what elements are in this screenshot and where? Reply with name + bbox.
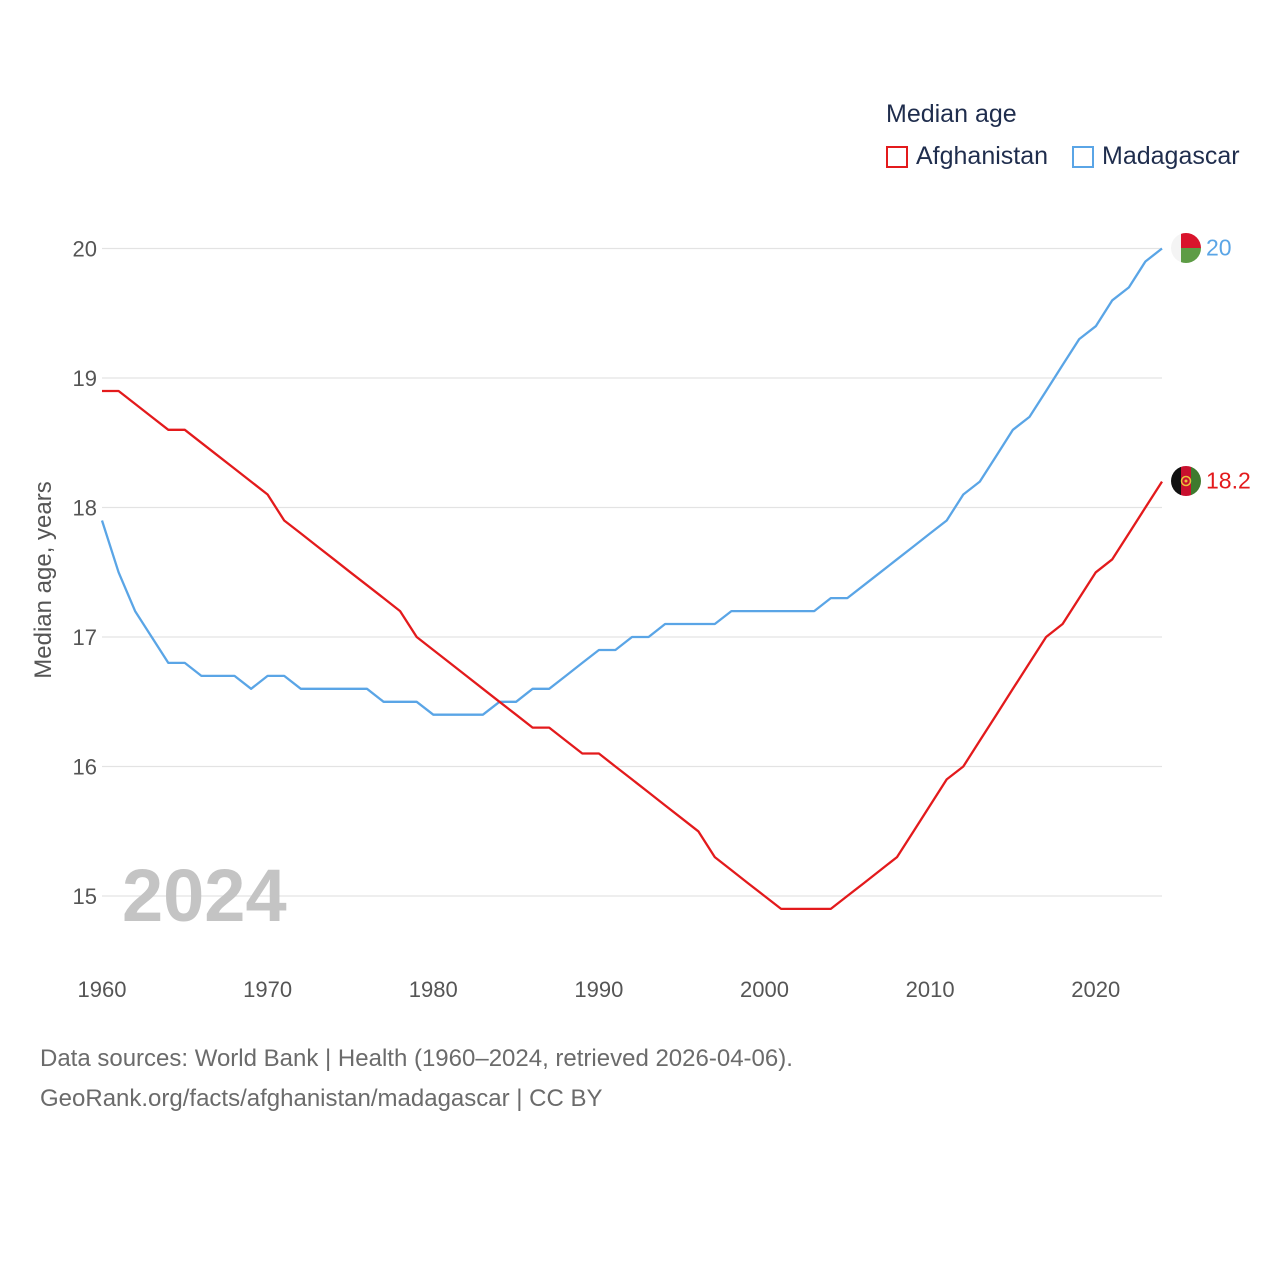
series-lines	[100, 247, 1163, 911]
madagascar-flag-icon	[1171, 233, 1201, 263]
y-tick-labels: 15 16 17 18 19 20	[73, 237, 97, 910]
y-tick-17: 17	[73, 625, 97, 650]
legend-item-afghanistan[interactable]: Afghanistan	[886, 142, 1048, 171]
source-url[interactable]: GeoRank.org/facts/afghanistan/madagascar…	[40, 1085, 603, 1112]
series-line-madagascar	[100, 247, 1163, 716]
afghanistan-flag-icon	[1171, 466, 1201, 496]
y-tick-16: 16	[73, 755, 97, 780]
x-tick-1970: 1970	[243, 977, 292, 1002]
x-tick-1990: 1990	[574, 977, 623, 1002]
x-tick-1980: 1980	[409, 977, 458, 1002]
y-axis-label: Median age, years	[30, 481, 57, 678]
source-credit: Data sources: World Bank | Health (1960–…	[40, 1045, 793, 1072]
y-tick-15: 15	[73, 884, 97, 909]
y-tick-18: 18	[73, 496, 97, 521]
year-watermark: 2024	[122, 854, 287, 937]
end-label-afghanistan: 18.2	[1206, 468, 1251, 494]
legend-item-madagascar[interactable]: Madagascar	[1072, 142, 1240, 171]
legend-label-madagascar: Madagascar	[1102, 142, 1240, 170]
y-tick-20: 20	[73, 237, 97, 262]
x-tick-2010: 2010	[906, 977, 955, 1002]
end-label-madagascar: 20	[1206, 235, 1232, 261]
legend-label-afghanistan: Afghanistan	[916, 142, 1049, 170]
end-flags	[1171, 233, 1201, 496]
x-tick-2000: 2000	[740, 977, 789, 1002]
series-line-afghanistan	[102, 389, 1163, 911]
x-tick-2020: 2020	[1071, 977, 1120, 1002]
legend-title: Median age	[886, 100, 1017, 128]
legend-swatch-afghanistan	[886, 145, 908, 168]
legend-swatch-madagascar	[1072, 145, 1094, 168]
grid-lines	[102, 247, 1162, 897]
end-value-labels: 18.2 20	[1206, 235, 1251, 494]
x-tick-1960: 1960	[78, 977, 127, 1002]
x-tick-labels: 1960 1970 1980 1990 2000 2010 2020	[78, 977, 1121, 1002]
y-tick-19: 19	[73, 366, 97, 391]
